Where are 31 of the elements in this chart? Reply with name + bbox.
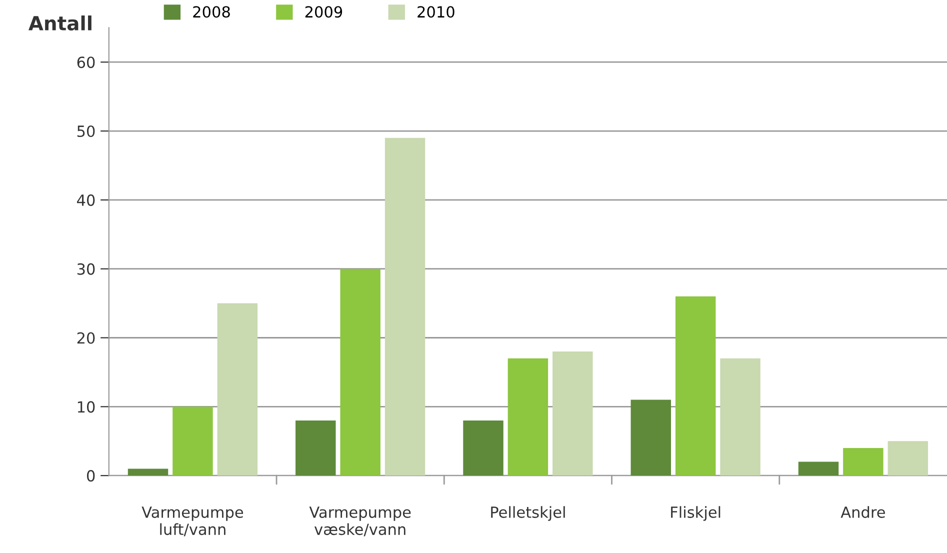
- x-tick-label: Varmepumpe væske/vann: [309, 506, 411, 536]
- x-tick-label: Varmepumpe luft/vann: [142, 506, 244, 536]
- bar: [340, 268, 380, 476]
- y-axis-title: Antall: [28, 15, 92, 31]
- bar: [384, 138, 426, 476]
- bar: [552, 352, 593, 476]
- bar: [296, 420, 336, 476]
- bar: [217, 303, 258, 476]
- y-tick-label: 0: [86, 470, 95, 482]
- legend-label: 2008: [193, 6, 230, 18]
- bar: [630, 400, 671, 476]
- bar: [888, 441, 928, 476]
- y-tick-label: 20: [77, 332, 95, 344]
- y-tick-label: 60: [77, 56, 95, 68]
- bar: [508, 358, 548, 476]
- x-tick-label: Pelletskjel: [491, 506, 565, 521]
- bar: [798, 462, 839, 476]
- y-tick-label: 50: [77, 125, 95, 138]
- bar: [843, 448, 884, 476]
- bar: [128, 468, 168, 476]
- bar: [463, 420, 504, 476]
- legend-label: 2009: [305, 6, 342, 18]
- bar: [720, 358, 760, 476]
- y-tick-label: 30: [77, 263, 95, 275]
- bar: [675, 296, 716, 476]
- legend-label: 2010: [418, 6, 454, 18]
- x-tick-label: Fliskjel: [671, 506, 720, 521]
- bar: [172, 406, 213, 476]
- y-tick-label: 40: [77, 194, 95, 206]
- y-tick-label: 10: [78, 401, 95, 413]
- x-tick-label: Andre: [840, 506, 885, 518]
